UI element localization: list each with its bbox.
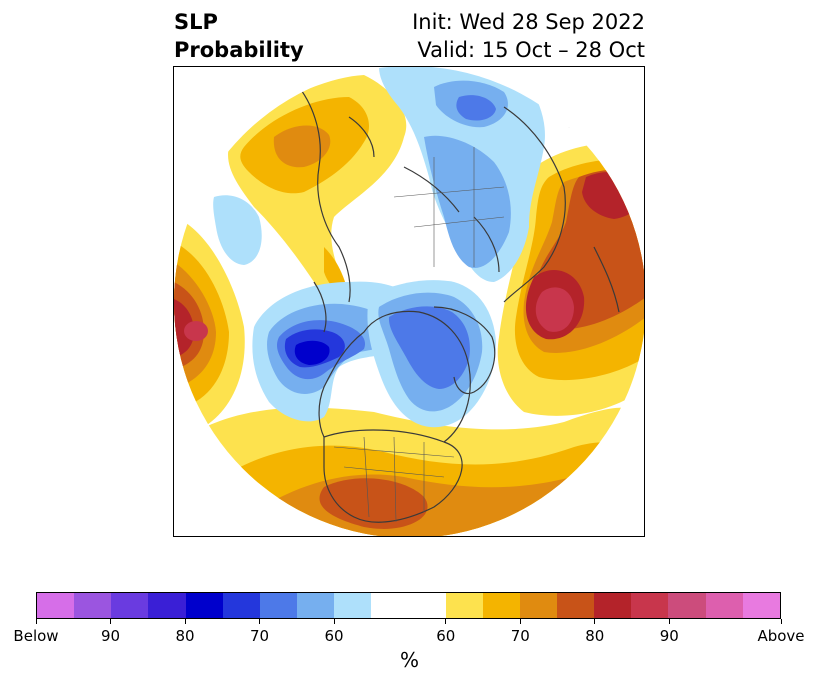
colorbar-tick	[445, 619, 447, 624]
colorbar-segment	[334, 593, 372, 618]
region-above-north-atlantic-europe	[228, 75, 407, 304]
colorbar-tick-label: 60	[436, 627, 456, 645]
colorbar-tick	[594, 619, 596, 624]
colorbar-tick	[35, 619, 37, 624]
colorbar-segment	[185, 593, 223, 618]
map-title: SLP Probability	[174, 8, 304, 64]
colorbar-segment	[482, 593, 520, 618]
colorbar-tick	[333, 619, 335, 624]
colorbar-tick-label: Above	[757, 627, 805, 645]
colorbar-tick	[668, 619, 670, 624]
colorbar-tick-label: 70	[510, 627, 530, 645]
colorbar-unit-label: %	[399, 648, 419, 672]
colorbar-tick	[259, 619, 260, 624]
colorbar-segment	[37, 593, 75, 618]
colorbar-segment	[556, 593, 595, 618]
map-canvas	[174, 67, 644, 536]
colorbar-tick-label: 80	[175, 627, 195, 645]
colorbar-tick	[184, 619, 186, 624]
colorbar-segment	[148, 593, 186, 618]
colorbar-segment	[371, 593, 409, 618]
region-above-east-pacific	[174, 217, 245, 437]
colorbar-tick-label: 90	[659, 627, 679, 645]
region-below-siberia	[213, 67, 545, 282]
colorbar-segment	[296, 593, 335, 618]
probability-colorbar	[36, 592, 781, 619]
map-subtitle: Init: Wed 28 Sep 2022 Valid: 15 Oct – 28…	[412, 8, 645, 64]
init-date-text: Init: Wed 28 Sep 2022	[412, 10, 645, 34]
colorbar-segment	[222, 593, 260, 618]
valid-period-text: Valid: 15 Oct – 28 Oct	[417, 38, 645, 62]
colorbar-tick	[110, 619, 111, 624]
colorbar-tick-label: 90	[100, 627, 121, 645]
colorbar-segment	[445, 593, 483, 618]
colorbar-tick-label: 80	[585, 627, 605, 645]
colorbar-segment	[74, 593, 112, 618]
title-line-product: Probability	[174, 38, 304, 62]
colorbar-segment	[594, 593, 632, 618]
political-borders	[333, 147, 505, 523]
title-line-variable: SLP	[174, 10, 218, 34]
colorbar-segment	[668, 593, 706, 618]
colorbar-segment	[631, 593, 669, 618]
region-below-arctic-canada-greenland	[367, 280, 496, 428]
colorbar-tick	[780, 619, 782, 624]
colorbar-tick-label: 70	[249, 627, 270, 645]
colorbar-tick	[519, 619, 521, 624]
region-above-central-asia	[497, 143, 644, 416]
colorbar-segment	[111, 593, 149, 618]
colorbar-segment	[519, 593, 557, 618]
colorbar-segment	[705, 593, 743, 618]
colorbar-segment	[259, 593, 297, 618]
colorbar-tick-label: 60	[324, 627, 344, 645]
probability-map	[173, 66, 645, 537]
colorbar-segment	[742, 593, 780, 618]
colorbar-tick-label: Below	[13, 627, 59, 645]
colorbar-segment	[408, 593, 446, 618]
